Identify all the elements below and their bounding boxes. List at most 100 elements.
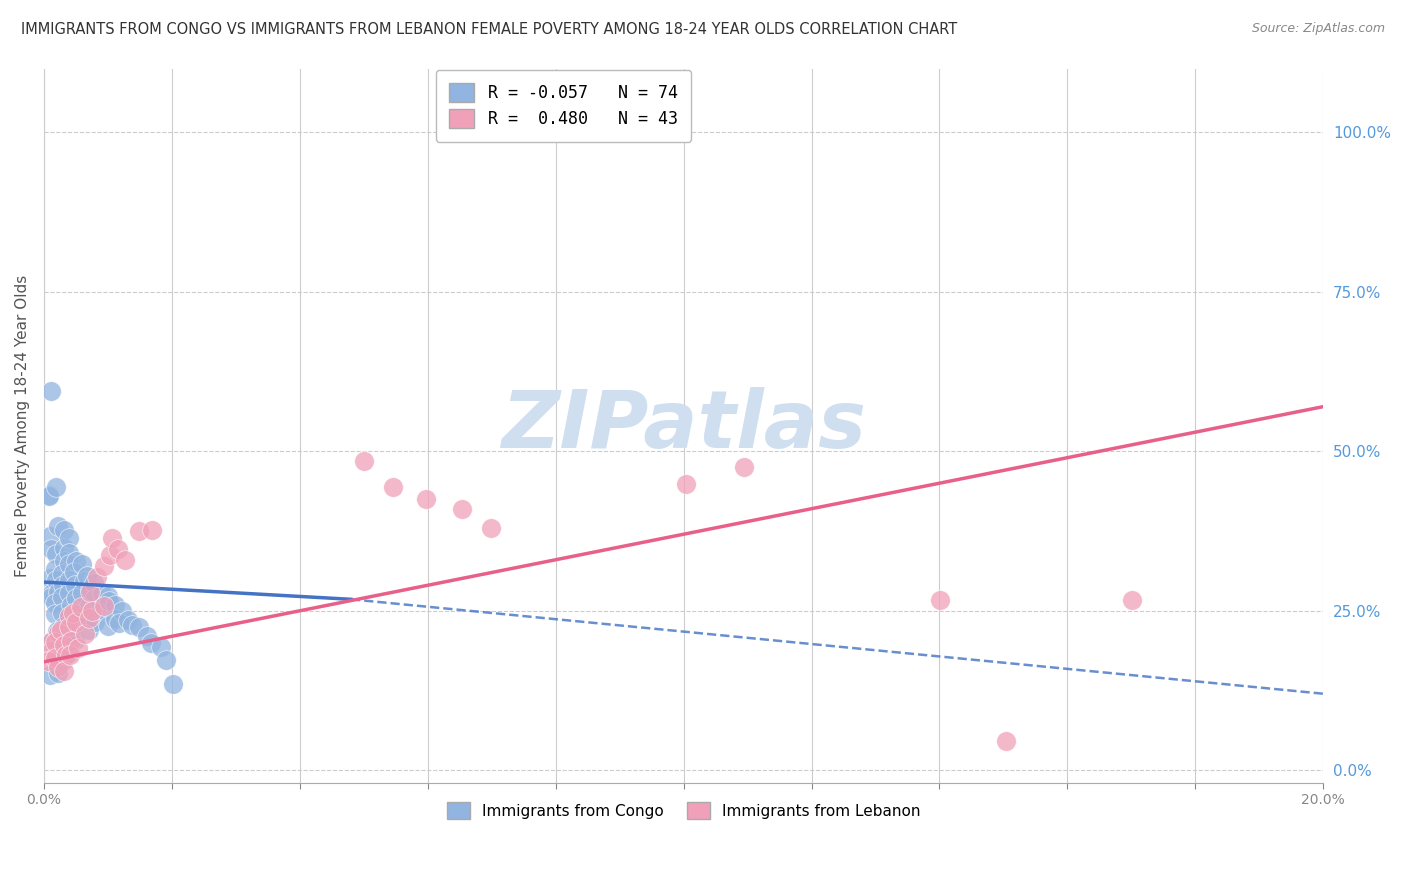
Point — [111, 604, 134, 618]
Point — [44, 607, 66, 621]
Text: Source: ZipAtlas.com: Source: ZipAtlas.com — [1251, 22, 1385, 36]
Point — [39, 384, 62, 398]
Point — [46, 648, 69, 662]
Point — [72, 586, 94, 600]
Point — [41, 586, 63, 600]
Point — [415, 491, 437, 506]
Point — [83, 615, 105, 629]
Point — [58, 557, 80, 571]
Point — [46, 666, 69, 681]
Point — [91, 587, 114, 601]
Point — [121, 617, 143, 632]
Point — [70, 600, 93, 615]
Point — [39, 529, 62, 543]
Point — [117, 613, 139, 627]
Point — [44, 596, 66, 610]
Point — [450, 502, 472, 516]
Text: IMMIGRANTS FROM CONGO VS IMMIGRANTS FROM LEBANON FEMALE POVERTY AMONG 18-24 YEAR: IMMIGRANTS FROM CONGO VS IMMIGRANTS FROM… — [21, 22, 957, 37]
Point — [481, 521, 503, 535]
Point — [97, 619, 120, 633]
Point — [155, 653, 177, 667]
Point — [52, 541, 75, 555]
Point — [45, 480, 67, 494]
Point — [104, 598, 127, 612]
Point — [38, 488, 60, 502]
Point — [93, 559, 115, 574]
Point — [46, 585, 69, 599]
Point — [86, 570, 108, 584]
Point — [39, 542, 62, 557]
Point — [76, 569, 98, 583]
Point — [37, 654, 59, 668]
Point — [38, 489, 60, 503]
Point — [104, 612, 127, 626]
Point — [44, 562, 66, 576]
Point — [139, 636, 162, 650]
Point — [39, 571, 62, 585]
Point — [44, 635, 66, 649]
Point — [41, 634, 63, 648]
Point — [60, 625, 83, 640]
Point — [66, 607, 89, 621]
Point — [928, 592, 950, 607]
Point — [149, 640, 172, 655]
Point — [128, 524, 150, 538]
Point — [108, 616, 131, 631]
Point — [1121, 592, 1143, 607]
Point — [49, 623, 72, 637]
Point — [51, 590, 73, 604]
Point — [63, 578, 86, 592]
Point — [60, 634, 83, 648]
Point — [45, 634, 67, 648]
Point — [58, 609, 80, 624]
Point — [66, 641, 89, 656]
Point — [101, 532, 124, 546]
Point — [97, 594, 120, 608]
Point — [79, 582, 101, 596]
Text: ZIPatlas: ZIPatlas — [501, 387, 866, 465]
Point — [48, 626, 70, 640]
Point — [91, 603, 114, 617]
Point — [93, 599, 115, 614]
Point — [77, 599, 100, 613]
Point — [51, 637, 73, 651]
Point — [70, 557, 93, 571]
Point — [44, 651, 66, 665]
Point — [46, 659, 69, 673]
Point — [52, 654, 75, 668]
Point — [55, 648, 77, 663]
Point — [59, 599, 82, 613]
Point — [63, 632, 86, 647]
Point — [51, 578, 73, 592]
Point — [52, 554, 75, 568]
Point — [51, 566, 73, 581]
Point — [52, 619, 75, 633]
Point — [51, 607, 73, 621]
Point — [58, 646, 80, 660]
Point — [58, 573, 80, 587]
Point — [97, 589, 120, 603]
Point — [39, 590, 62, 604]
Point — [38, 668, 60, 682]
Point — [73, 574, 96, 588]
Point — [53, 638, 76, 652]
Point — [382, 480, 405, 494]
Point — [58, 620, 80, 634]
Point — [62, 607, 84, 621]
Point — [107, 541, 129, 556]
Point — [63, 565, 86, 579]
Legend: Immigrants from Congo, Immigrants from Lebanon: Immigrants from Congo, Immigrants from L… — [440, 796, 927, 825]
Point — [135, 629, 157, 643]
Point — [460, 123, 482, 137]
Point — [733, 459, 755, 474]
Point — [65, 615, 87, 630]
Point — [82, 604, 104, 618]
Point — [79, 584, 101, 599]
Point — [162, 677, 184, 691]
Point — [72, 610, 94, 624]
Point — [65, 591, 87, 605]
Point — [45, 573, 67, 587]
Point — [53, 664, 76, 678]
Point — [353, 454, 375, 468]
Point — [77, 610, 100, 624]
